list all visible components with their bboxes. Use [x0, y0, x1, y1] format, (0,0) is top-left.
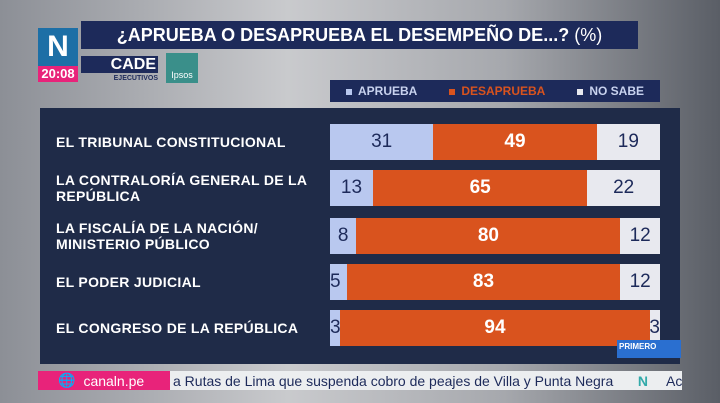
bar-segment-aprueba: 13	[330, 170, 373, 206]
legend-item: NO SABE	[577, 84, 644, 98]
chart-row: EL PODER JUDICIAL 5 83 12	[40, 264, 680, 300]
legend-swatch	[345, 88, 352, 95]
chart-row: EL TRIBUNAL CONSTITUCIONAL 31 49 19	[40, 124, 680, 160]
data-label: 80	[477, 225, 499, 246]
chart-row: EL CONGRESO DE LA REPÚBLICA 3 94 3	[40, 310, 680, 346]
category-label: EL PODER JUDICIAL	[56, 274, 201, 290]
stacked-bar: 8 80 12	[330, 218, 660, 254]
chart-panel: EL TRIBUNAL CONSTITUCIONAL 31 49 19 LA CONTR…	[40, 108, 680, 364]
cade-sub: EJECUTIVOS	[113, 75, 158, 82]
legend-item: DESAPRUEBA	[449, 84, 545, 98]
site-text: canaln.pe	[83, 372, 145, 389]
bar-segment-no-sabe: 19	[596, 124, 660, 160]
bar-segment-no-sabe: 3	[649, 310, 660, 346]
bar-segment-no-sabe: 12	[620, 218, 660, 254]
category-label: EL TRIBUNAL CONSTITUCIONAL	[56, 134, 286, 150]
title-text: ¿APRUEBA O DESAPRUEBA EL DESEMPEÑO DE...…	[116, 25, 570, 45]
chart-row: LA FISCALÍA DE LA NACIÓN/ MINISTERIO PÚB…	[40, 218, 680, 254]
show-badge: PRIMERO	[617, 340, 681, 358]
legend-swatch	[577, 88, 584, 95]
legend: APRUEBA DESAPRUEBA NO SABE	[330, 80, 660, 102]
data-label: 3	[649, 317, 660, 338]
legend-item: APRUEBA	[345, 84, 418, 98]
data-label: 12	[629, 225, 651, 246]
cade-logo: CADE EJECUTIVOS	[81, 56, 158, 86]
title-unit: (%)	[574, 25, 603, 45]
category-label: EL CONGRESO DE LA REPÚBLICA	[56, 320, 299, 336]
data-label: 83	[472, 271, 495, 292]
stacked-bar: 5 83 12	[330, 264, 660, 300]
category-label: LA FISCALÍA DE LA NACIÓN/ MINISTERIO PÚB…	[56, 220, 258, 252]
category-label: LA CONTRALORÍA GENERAL DE LA REPÚBLICA	[56, 172, 307, 204]
ticker-site[interactable]: 🌐 canaln.pe	[38, 371, 170, 390]
globe-icon: 🌐	[58, 372, 76, 388]
legend-swatch	[449, 88, 456, 95]
stacked-bar: 31 49 19	[330, 124, 660, 160]
ticker-next: Ac	[666, 372, 682, 389]
data-label: 12	[629, 271, 651, 292]
data-label: 8	[337, 225, 349, 246]
data-label: 49	[504, 131, 526, 152]
data-label: 94	[484, 317, 506, 338]
bar-segment-aprueba: 31	[330, 124, 434, 160]
bar-segment-desaprueba: 83	[346, 264, 621, 300]
cade-text: CADE	[81, 56, 158, 73]
legend-label: NO SABE	[589, 84, 644, 98]
data-label: 22	[613, 177, 635, 198]
stacked-bar: 13 65 22	[330, 170, 660, 206]
channel-logo: N	[38, 28, 78, 66]
chart-row: LA CONTRALORÍA GENERAL DE LA REPÚBLICA 13…	[40, 170, 680, 206]
data-label: 13	[340, 177, 363, 198]
data-label: 5	[330, 271, 341, 292]
bar-segment-no-sabe: 12	[620, 264, 660, 300]
bar-segment-no-sabe: 22	[587, 170, 660, 206]
bar-segment-desaprueba: 94	[339, 310, 651, 346]
stacked-bar: 3 94 3	[330, 310, 660, 346]
data-label: 65	[469, 177, 491, 198]
data-label: 19	[617, 131, 639, 152]
legend-label: DESAPRUEBA	[461, 84, 546, 98]
ticker-text: a Rutas de Lima que suspenda cobro de pe…	[173, 372, 614, 389]
news-ticker: 🌐 canaln.pe a Rutas de Lima que suspenda …	[38, 371, 682, 390]
bar-segment-desaprueba: 80	[356, 218, 621, 254]
bar-segment-aprueba: 3	[330, 310, 341, 346]
bar-segment-aprueba: 5	[330, 264, 347, 300]
clock: 20:08	[38, 66, 78, 82]
ticker-logo: N	[637, 372, 648, 389]
chart-title: ¿APRUEBA O DESAPRUEBA EL DESEMPEÑO DE...…	[81, 21, 638, 49]
legend-label: APRUEBA	[357, 84, 418, 98]
bar-segment-aprueba: 8	[330, 218, 357, 254]
bar-segment-desaprueba: 65	[372, 170, 588, 206]
data-label: 31	[371, 131, 393, 152]
bar-segment-desaprueba: 49	[433, 124, 597, 160]
data-label: 3	[330, 317, 341, 338]
ipsos-logo: Ipsos	[166, 53, 198, 83]
